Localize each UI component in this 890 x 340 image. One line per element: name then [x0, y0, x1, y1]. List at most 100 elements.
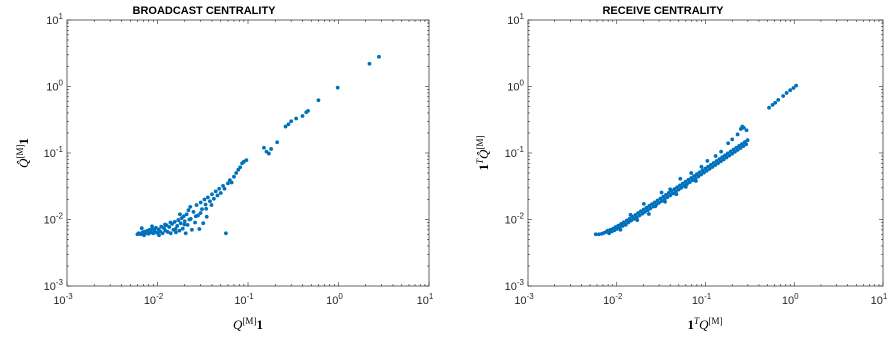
plot-frame [66, 19, 430, 287]
data-point [181, 214, 186, 219]
data-point [222, 186, 227, 191]
data-point [679, 185, 684, 190]
data-point [142, 233, 146, 238]
tick-labels: 10-3 10-2 10-1 100 101 10-3 10-2 10-1 100 101 [505, 12, 888, 307]
data-point [741, 144, 746, 149]
data-point [197, 227, 202, 231]
data-point [618, 227, 623, 232]
data-point [740, 124, 745, 129]
data-point [221, 184, 225, 188]
data-point [193, 214, 198, 219]
data-point [726, 141, 731, 146]
data-point [198, 211, 203, 215]
data-point [294, 116, 298, 121]
data-point [634, 215, 639, 220]
data-point [238, 165, 243, 170]
y-tick-label: 101 [507, 12, 524, 27]
data-point [668, 193, 673, 198]
data-point [213, 189, 218, 194]
data-point [794, 83, 799, 88]
data-point [678, 176, 683, 181]
data-point [178, 212, 182, 217]
data-point [671, 191, 675, 196]
data-point [224, 231, 228, 236]
data-point [306, 108, 310, 113]
data-point [665, 195, 670, 200]
data-point [653, 204, 658, 209]
y-axis-label: 1TQ̂[M] [475, 136, 491, 171]
data-point [767, 105, 771, 110]
data-point [744, 128, 749, 133]
data-point [629, 218, 633, 223]
data-point [184, 212, 189, 217]
data-point [266, 151, 271, 156]
data-point [160, 231, 165, 236]
y-axis-label: Q̂[M]1 [15, 138, 31, 168]
y-tick-label: 101 [46, 12, 63, 27]
data-point [643, 210, 647, 214]
data-point [172, 220, 177, 224]
data-point [289, 119, 294, 124]
data-point [687, 180, 692, 185]
data-point [689, 171, 694, 175]
data-point [635, 218, 640, 222]
x-tick-label: 100 [782, 292, 799, 307]
tick-labels: 10-3 10-2 10-1 100 101 10-3 10-2 10-1 100 101 [44, 12, 434, 307]
data-point [193, 220, 197, 225]
data-point [204, 214, 209, 219]
data-point [178, 221, 183, 226]
data-point [773, 100, 778, 105]
data-point [704, 168, 709, 173]
data-point [659, 199, 664, 203]
y-tick-label: 10-1 [505, 145, 525, 160]
data-point [607, 231, 611, 236]
data-point [168, 220, 173, 225]
data-point [165, 230, 170, 234]
data-point [244, 158, 249, 163]
data-point [175, 224, 180, 228]
data-point [733, 149, 737, 154]
data-point [719, 149, 724, 154]
x-tick-label: 10-3 [514, 292, 534, 307]
data-point [218, 191, 223, 195]
data-point [300, 114, 305, 118]
data-point [226, 181, 230, 186]
data-point [727, 153, 732, 158]
x-tick-label: 10-3 [53, 292, 73, 307]
scatter-points [135, 54, 381, 238]
scatter-points [593, 83, 799, 237]
y-tick-label: 10-2 [44, 212, 64, 227]
data-point [631, 217, 636, 221]
data-point [646, 212, 651, 216]
data-point [377, 54, 381, 59]
x-tick-label: 101 [417, 292, 434, 307]
data-point [696, 174, 701, 179]
data-point [286, 122, 291, 127]
tick-marks [527, 19, 884, 287]
data-point [626, 220, 631, 225]
data-point [283, 124, 288, 129]
x-axis-label: 1TQ[M] [688, 316, 723, 332]
data-point [173, 227, 178, 231]
data-point [690, 178, 695, 183]
data-point [648, 206, 653, 211]
data-point [663, 199, 667, 204]
data-point [269, 147, 273, 151]
data-point [367, 61, 372, 66]
data-point [174, 230, 178, 235]
data-point [738, 146, 743, 150]
data-point [707, 166, 712, 171]
y-tick-label: 10-3 [505, 278, 525, 293]
data-point [718, 159, 723, 164]
data-point [745, 138, 750, 143]
data-point [713, 154, 718, 158]
broadcast-centrality-panel: BROADCAST CENTRALITY 10-3 10-2 10-1 100 1011… [15, 5, 434, 332]
data-point [194, 203, 199, 207]
data-point [614, 227, 619, 231]
data-point [713, 163, 718, 167]
data-point [637, 213, 642, 218]
data-point [212, 196, 216, 201]
data-point [180, 226, 185, 231]
y-tick-label: 100 [46, 79, 63, 94]
